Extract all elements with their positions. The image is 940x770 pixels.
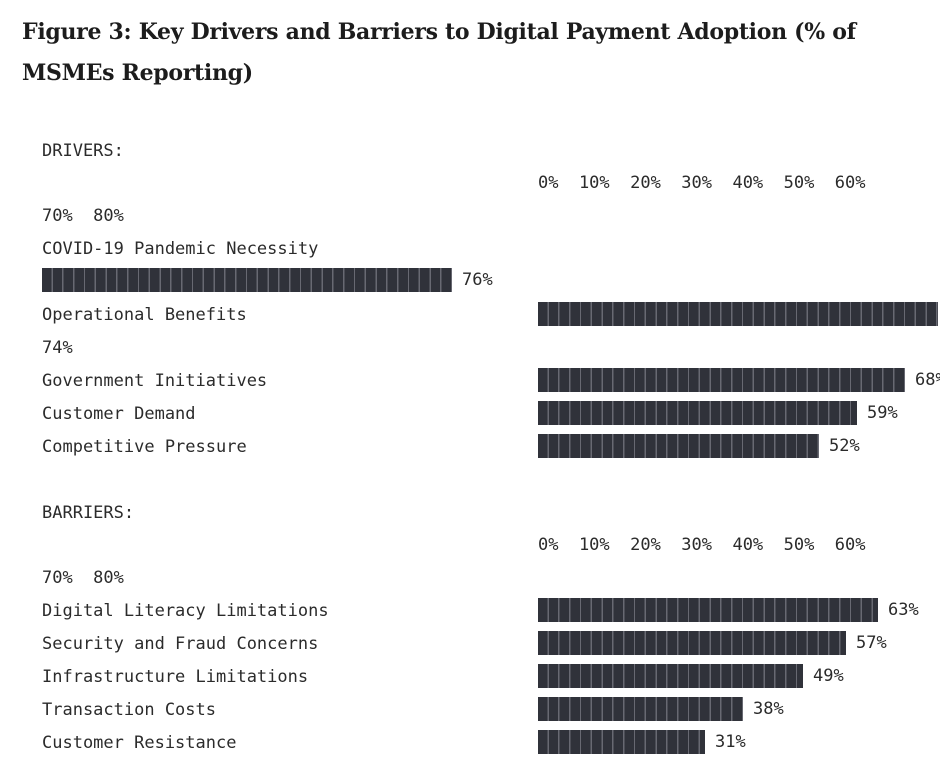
value-label-security-and-fraud-concerns: 57%	[856, 633, 887, 653]
drivers-axis-ticks: 0% 10% 20% 30% 40% 50% 60%	[538, 173, 866, 193]
drivers-section-title: DRIVERS:	[42, 141, 124, 161]
bar-security-and-fraud-concerns	[538, 631, 846, 655]
value-label-government-initiatives: 68%	[915, 370, 940, 390]
barriers-axis-ticks: 0% 10% 20% 30% 40% 50% 60%	[538, 535, 866, 555]
bar-customer-resistance	[538, 730, 705, 754]
value-label-transaction-costs: 38%	[753, 699, 784, 719]
category-label-digital-literacy-limitations: Digital Literacy Limitations	[42, 601, 329, 621]
category-label-transaction-costs: Transaction Costs	[42, 700, 216, 720]
bar-infrastructure-limitations	[538, 664, 803, 688]
category-label-covid-19-pandemic-necessity: COVID-19 Pandemic Necessity	[42, 239, 319, 259]
value-label-covid-19-pandemic-necessity: 76%	[462, 270, 493, 290]
barriers-section-title: BARRIERS:	[42, 503, 135, 523]
bar-government-initiatives	[538, 368, 905, 392]
bar-customer-demand	[538, 401, 857, 425]
category-label-customer-resistance: Customer Resistance	[42, 733, 237, 753]
category-label-operational-benefits: Operational Benefits	[42, 305, 247, 325]
bar-digital-literacy-limitations	[538, 598, 878, 622]
value-label-infrastructure-limitations: 49%	[813, 666, 844, 686]
category-label-customer-demand: Customer Demand	[42, 404, 196, 424]
value-label-digital-literacy-limitations: 63%	[888, 600, 919, 620]
figure-title: Figure 3: Key Drivers and Barriers to Di…	[22, 19, 856, 86]
bar-operational-benefits	[538, 302, 938, 326]
bar-transaction-costs	[538, 697, 743, 721]
value-label-competitive-pressure: 52%	[829, 436, 860, 456]
bar-competitive-pressure	[538, 434, 819, 458]
category-label-infrastructure-limitations: Infrastructure Limitations	[42, 667, 309, 687]
value-label-operational-benefits: 74%	[42, 338, 73, 358]
value-label-customer-demand: 59%	[867, 403, 898, 423]
category-label-government-initiatives: Government Initiatives	[42, 371, 268, 391]
category-label-competitive-pressure: Competitive Pressure	[42, 437, 247, 457]
value-label-customer-resistance: 31%	[715, 732, 746, 752]
category-label-security-and-fraud-concerns: Security and Fraud Concerns	[42, 634, 319, 654]
drivers-axis-ticks-wrap: 70% 80%	[42, 206, 124, 226]
bar-covid-19-pandemic-necessity	[42, 268, 452, 292]
barriers-axis-ticks-wrap: 70% 80%	[42, 568, 124, 588]
